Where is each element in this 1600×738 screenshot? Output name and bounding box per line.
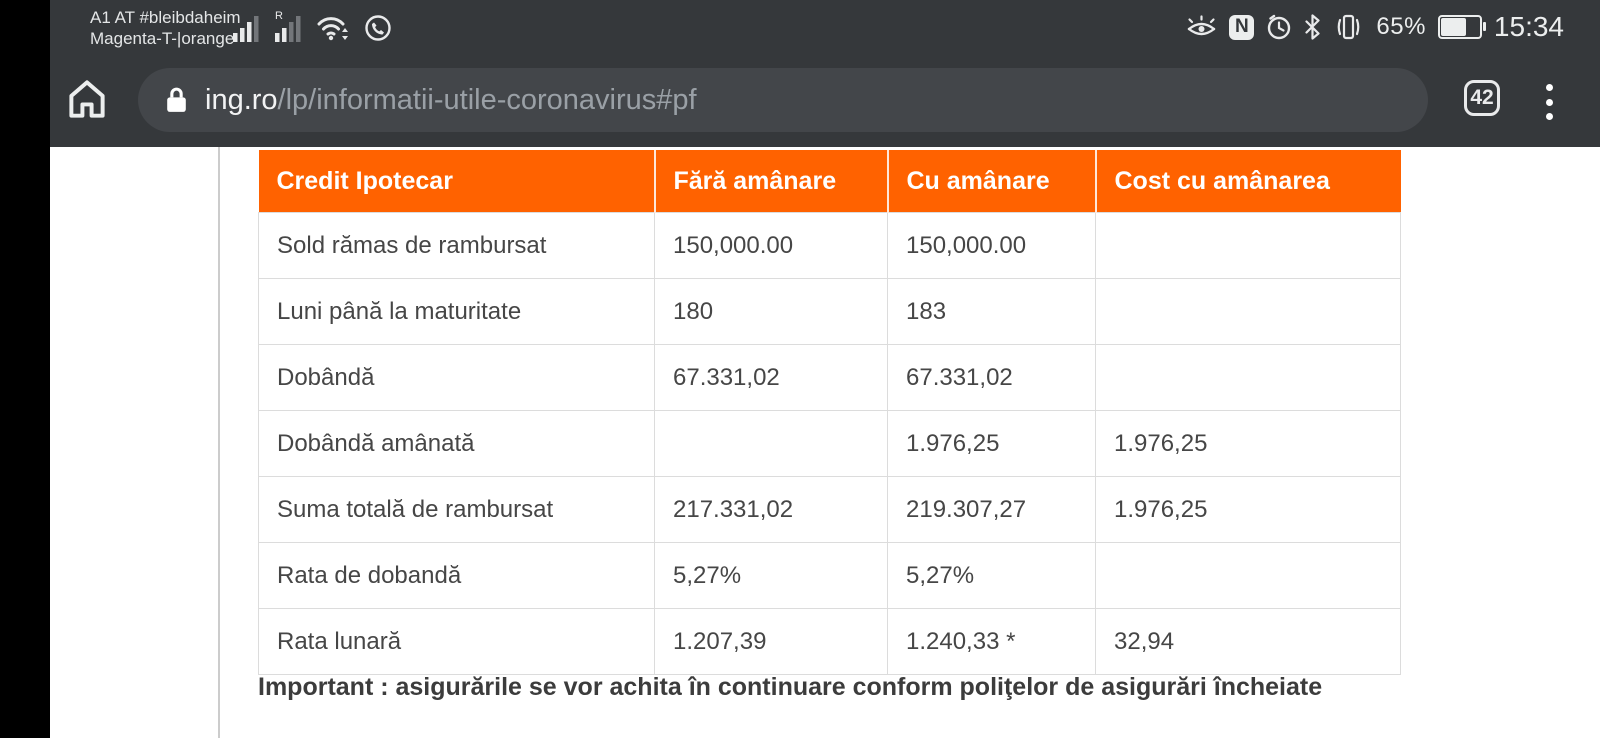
table-cell [654, 410, 888, 477]
table-cell: 67.331,02 [887, 344, 1096, 411]
overflow-menu-button[interactable] [1546, 84, 1554, 120]
row-label: Luni până la maturitate [258, 278, 655, 345]
status-left-icons: R [233, 10, 392, 42]
header-fara-amanare: Fără amânare [653, 150, 888, 213]
wifi-icon [317, 15, 349, 42]
table-cell [1095, 278, 1401, 345]
important-note: Important : asigurările se vor achita în… [258, 673, 1323, 701]
table-row: Dobândă 67.331,02 67.331,02 [258, 344, 1401, 411]
table-cell: 5,27% [887, 542, 1096, 609]
content-left-rule [218, 147, 220, 738]
table-row: Rata de dobandă 5,27% 5,27% [258, 542, 1401, 609]
table-cell [1095, 212, 1401, 279]
home-button[interactable] [62, 74, 112, 124]
table-row: Rata lunară 1.207,39 1.240,33 * 32,94 [258, 608, 1401, 675]
battery-percent-label: 65% [1376, 13, 1426, 40]
url-domain: ing.ro [205, 83, 278, 116]
table-cell: 67.331,02 [654, 344, 888, 411]
camera-cutout-strip [0, 0, 50, 738]
table-cell [1095, 542, 1401, 609]
battery-icon [1437, 15, 1486, 39]
table-row: Sold rămas de rambursat 150,000.00 150,0… [258, 212, 1401, 279]
url-path: /lp/informatii-utile-coronavirus#pf [277, 83, 697, 116]
row-label: Sold rămas de rambursat [258, 212, 655, 279]
header-cu-amanare: Cu amânare [886, 150, 1096, 213]
tab-switcher-button[interactable]: 42 [1464, 80, 1500, 116]
table-cell: 1.976,25 [1095, 476, 1401, 543]
carrier-line2: Magenta-T-|orange [90, 29, 235, 48]
table-cell: 150,000.00 [654, 212, 888, 279]
table-cell: 32,94 [1095, 608, 1401, 675]
table-cell: 219.307,27 [887, 476, 1096, 543]
row-label: Rata de dobandă [258, 542, 655, 609]
eye-comfort-icon [1186, 15, 1217, 39]
table-cell: 1.240,33 * [887, 608, 1096, 675]
header-cost-cu-amanarea: Cost cu amânarea [1094, 150, 1401, 213]
table-cell: 5,27% [654, 542, 888, 609]
table-cell [1095, 344, 1401, 411]
table-cell: 1.207,39 [654, 608, 888, 675]
table-cell: 1.976,25 [887, 410, 1096, 477]
header-credit-ipotecar: Credit Ipotecar [258, 150, 655, 213]
row-label: Dobândă amânată [258, 410, 655, 477]
webpage-content: Credit Ipotecar Fără amânare Cu amânare … [50, 147, 1600, 738]
status-right-cluster: N 65% 15 [1186, 9, 1564, 45]
row-label: Suma totală de rambursat [258, 476, 655, 543]
whatsapp-icon [364, 14, 392, 42]
table-cell: 183 [887, 278, 1096, 345]
table-row: Dobândă amânată 1.976,25 1.976,25 [258, 410, 1401, 477]
row-label: Rata lunară [258, 608, 655, 675]
nfc-icon: N [1229, 14, 1255, 40]
signal-strength-icon [233, 16, 260, 42]
table-row: Suma totală de rambursat 217.331,02 219.… [258, 476, 1401, 543]
table-cell: 180 [654, 278, 888, 345]
browser-chrome: A1 AT #bleibdaheim Magenta-T-|orange R [50, 0, 1600, 147]
table-row: Luni până la maturitate 180 183 [258, 278, 1401, 345]
row-label: Dobândă [258, 344, 655, 411]
svg-text:R: R [275, 10, 283, 22]
table-cell: 1.976,25 [1095, 410, 1401, 477]
signal-strength-roaming-icon: R [275, 10, 302, 42]
url-text: ing.ro/lp/informatii-utile-coronavirus#p… [205, 84, 697, 117]
table-cell: 217.331,02 [654, 476, 888, 543]
credit-ipotecar-table: Credit Ipotecar Fără amânare Cu amânare … [258, 150, 1401, 675]
bluetooth-icon [1304, 14, 1321, 40]
url-bar[interactable]: ing.ro/lp/informatii-utile-coronavirus#p… [138, 68, 1428, 132]
carrier-line1: A1 AT #bleibdaheim [90, 8, 241, 27]
alarm-icon [1266, 14, 1292, 40]
carrier-labels: A1 AT #bleibdaheim Magenta-T-|orange [90, 7, 241, 49]
status-time: 15:34 [1493, 11, 1564, 42]
table-header-row: Credit Ipotecar Fără amânare Cu amânare … [258, 150, 1401, 213]
lock-icon [164, 85, 189, 116]
table-cell: 150,000.00 [887, 212, 1096, 279]
vibrate-icon [1333, 14, 1364, 40]
